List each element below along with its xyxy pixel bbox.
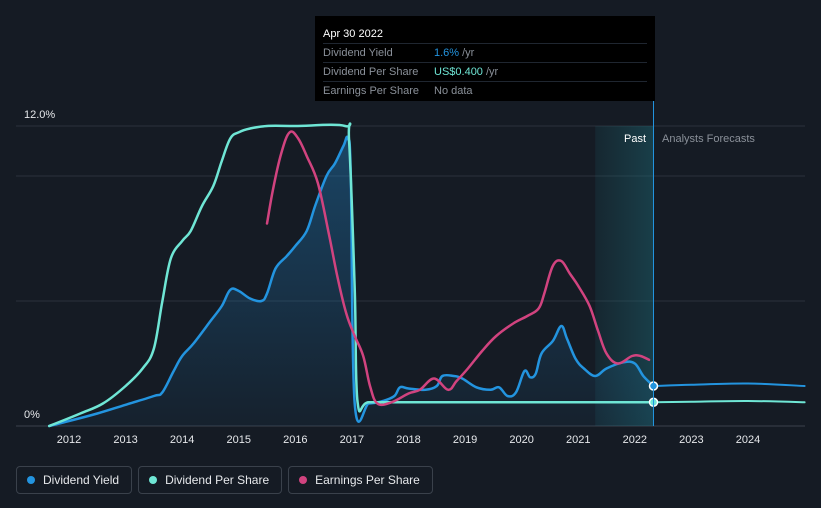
tooltip-label: Dividend Per Share	[323, 66, 419, 78]
series-line-dividend-per-share	[47, 122, 655, 428]
tooltip-row-dividend-yield: Dividend Yield 1.6% /yr	[323, 43, 647, 62]
x-tick-label: 2013	[113, 434, 137, 446]
tooltip-date: Apr 30 2022	[323, 28, 383, 40]
x-tick-label: 2012	[57, 434, 81, 446]
tooltip-unit: /yr	[462, 47, 475, 59]
x-tick-label: 2018	[396, 434, 420, 446]
tooltip-label: Dividend Yield	[323, 47, 393, 59]
legend-item-earnings-per-share[interactable]: Earnings Per Share	[288, 466, 433, 494]
forecast-label: Analysts Forecasts	[662, 133, 755, 145]
tooltip-value-dps: US$0.400	[434, 66, 483, 78]
series-line-dividend-per-share-forecast	[652, 399, 806, 404]
x-tick-label: 2015	[227, 434, 251, 446]
tooltip-row-earnings-per-share: Earnings Per Share No data	[323, 81, 647, 100]
y-axis-label-top: 12.0%	[24, 109, 55, 121]
legend-dot-icon	[27, 476, 35, 484]
x-tick-label: 2014	[170, 434, 194, 446]
x-tick-label: 2022	[623, 434, 647, 446]
series-line-earnings-per-share	[265, 130, 651, 407]
legend: Dividend Yield Dividend Per Share Earnin…	[16, 466, 433, 494]
x-tick-label: 2021	[566, 434, 590, 446]
x-tick-label: 2024	[736, 434, 760, 446]
tooltip-row-dividend-per-share: Dividend Per Share US$0.400 /yr	[323, 62, 647, 81]
tooltip-label: Earnings Per Share	[323, 85, 419, 97]
y-axis-label-bottom: 0%	[24, 409, 40, 421]
tooltip-unit: /yr	[485, 66, 499, 78]
legend-label: Dividend Yield	[43, 473, 120, 487]
past-label: Past	[624, 133, 646, 145]
x-tick-label: 2017	[340, 434, 364, 446]
legend-dot-icon	[299, 476, 308, 484]
legend-label: Dividend Per Share	[165, 473, 270, 487]
tooltip-value-eps: No data	[434, 85, 473, 97]
x-axis-ticks: 2012 2013 2014 2015 2016 2017 2018 2019 2020 2021…	[57, 434, 760, 446]
series-line-dividend-yield-forecast	[652, 382, 806, 387]
grid-lines	[16, 125, 805, 427]
legend-item-dividend-yield[interactable]: Dividend Yield	[16, 466, 133, 494]
legend-label: Earnings Per Share	[315, 473, 420, 487]
tooltip-value-yield: 1.6%	[434, 47, 460, 59]
x-tick-label: 2016	[283, 434, 307, 446]
series-lines	[47, 122, 806, 428]
x-tick-label: 2019	[453, 434, 477, 446]
legend-dot-icon	[149, 476, 158, 484]
x-tick-label: 2023	[679, 434, 703, 446]
x-tick-label: 2020	[509, 434, 533, 446]
tooltip: Apr 30 2022 Dividend Yield 1.6% /yr Divi…	[315, 16, 655, 101]
legend-item-dividend-per-share[interactable]: Dividend Per Share	[138, 466, 283, 494]
